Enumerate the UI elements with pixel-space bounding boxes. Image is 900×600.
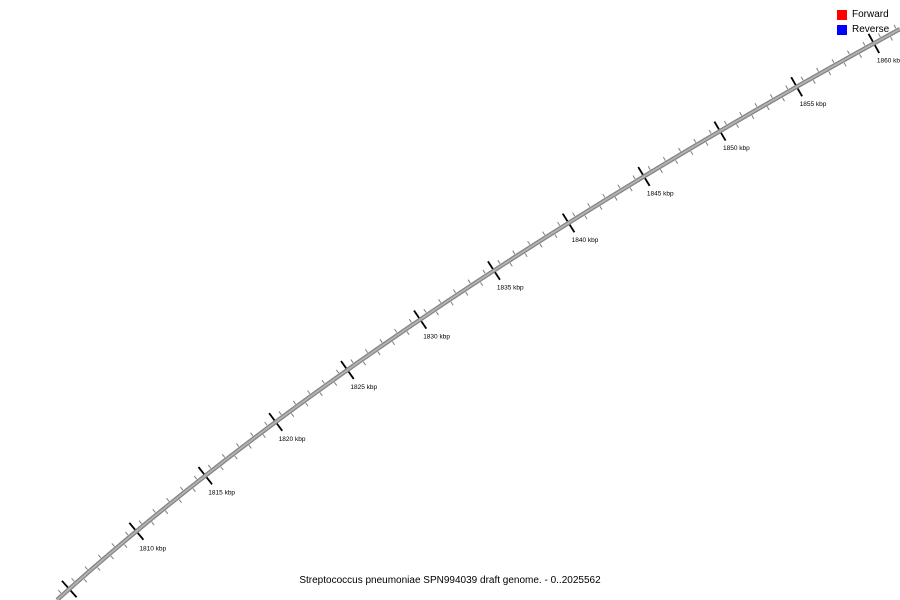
legend-item-reverse: Reverse: [837, 24, 889, 35]
reverse-legend-label: Reverse: [852, 24, 890, 35]
forward-legend-label: Forward: [852, 9, 889, 20]
axis-tick-label: 1855 kbp: [800, 101, 827, 108]
axis-tick-label: 1820 kbp: [279, 436, 306, 443]
axis-tick-label: 1835 kbp: [497, 285, 524, 292]
axis-tick-label: 1815 kbp: [208, 490, 235, 497]
axis-tick-label: 1830 kbp: [423, 334, 450, 341]
reverse-color-swatch: [837, 24, 847, 35]
minor-tick-marks: [57, 24, 897, 594]
axis-tick-label: 1850 kbp: [723, 145, 750, 152]
forward-color-swatch: [837, 9, 847, 20]
axis-tick-label: 1825 kbp: [350, 384, 377, 391]
axis-tick-label: 1810 kbp: [139, 545, 166, 552]
tick-labels: 1810 kbp 1815 kbp 1820 kbp 1825 kbp 1830 kbp…: [139, 57, 900, 552]
legend-item-forward: Forward: [837, 9, 889, 20]
diagram-title: Streptococcus pneumoniae SPN994039 draft…: [299, 575, 601, 586]
axis-tick-label: 1845 kbp: [647, 191, 674, 198]
genome-axis-arc: [55, 27, 900, 600]
axis-tick-label: 1840 kbp: [572, 237, 599, 244]
major-tick-marks: [61, 33, 880, 598]
axis-tick-label: 1860 kbp: [877, 57, 900, 64]
legend: Forward Reverse: [837, 9, 889, 35]
